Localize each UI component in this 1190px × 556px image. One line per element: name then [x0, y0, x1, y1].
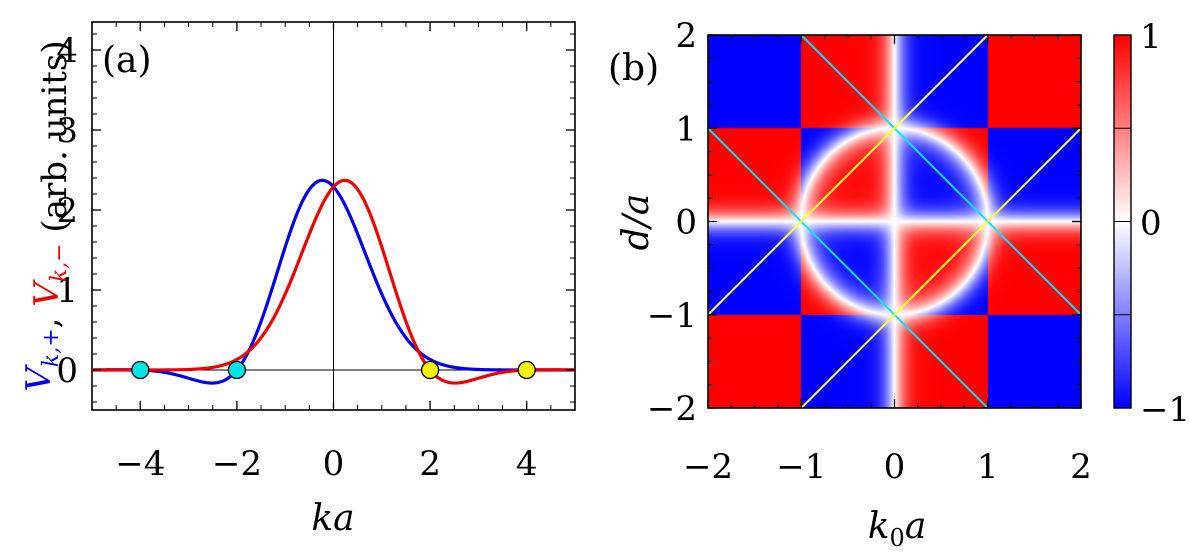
marker-point-2: [420, 360, 440, 380]
panel-a-ytick-label: 4: [56, 31, 78, 71]
panel-a-ytick-label: 3: [56, 111, 78, 151]
colorbar-tick-label: 0: [1140, 204, 1162, 244]
panel-a-xtick-label: −4: [115, 444, 165, 484]
panel-b-line-1-0: [800, 127, 1082, 409]
panel-a-zero-lines: [92, 22, 575, 410]
panel-b-xtick-label: −1: [776, 447, 826, 487]
colorbar-ticks: −1 0 1: [1114, 17, 1190, 430]
panel-b-line-1-1: [707, 34, 989, 316]
panel-a-xtick-label: 2: [419, 444, 441, 484]
series-line-minus: [92, 178, 575, 385]
marker-point-1: [227, 360, 247, 380]
panel-a-markers: [131, 360, 536, 380]
panel-a-ylabel-part: ,: [27, 307, 67, 329]
panel-a-xtick-label: −2: [212, 444, 262, 484]
panel-a-ticks: −4 −2 0 2 4 0 1 2 3 4: [56, 22, 576, 484]
panel-a-xtick-label: 4: [516, 444, 538, 484]
panel-b-ytick-label: 0: [675, 203, 697, 243]
panel-a-xtick-label: 0: [323, 444, 345, 484]
colorbar-tick-label: −1: [1140, 390, 1190, 430]
panel-a-xlabel: ka: [311, 498, 354, 539]
panel-a-label: (a): [102, 40, 152, 81]
panel-a-ytick-label: 0: [56, 351, 78, 391]
panel-b-lines: [707, 34, 1082, 409]
panel-a-ytick-label: 1: [56, 271, 78, 311]
panel-b-xtick-label: −2: [683, 447, 733, 487]
panel-b-ytick-label: −1: [647, 296, 697, 336]
panel-a-ylabel-part: (arb. units): [35, 40, 75, 243]
panel-a-ytick-label: 2: [56, 191, 78, 231]
panel-b-ytick-label: 2: [675, 16, 697, 56]
colorbar-tick-label: 1: [1140, 17, 1162, 57]
panel-b-line-0-0: [707, 127, 989, 409]
panel-b-xlabel: k0a: [868, 506, 927, 552]
panel-b-line-0-1: [800, 34, 1082, 316]
panel-a-ylabel-part: V: [27, 279, 67, 307]
panel-a-ylabel-sub: k,−: [47, 243, 72, 282]
marker-point-3: [517, 360, 536, 380]
panel-a: −4 −2 0 2 4 0 1 2 3 4 (a) ka Vk,+, Vk,− (arb. uni…: [19, 21, 576, 539]
panel-a-ylabel-part: V: [19, 364, 59, 392]
panel-a-ylabel-sub: k,+: [39, 328, 64, 367]
marker-point-0: [131, 360, 150, 380]
panel-b-heatmap: [708, 35, 1081, 408]
panel-b-ytick-label: 1: [675, 109, 697, 149]
panel-b-label: (b): [608, 48, 659, 89]
panel-b-xtick-label: 2: [1070, 447, 1092, 487]
panel-b: −2 −1 0 1 2 −2 −1 0 1 2 (b) k0a d/a −1 0 1: [608, 16, 1190, 552]
panel-a-ylabel: Vk,+, Vk,− (arb. units): [19, 40, 75, 391]
panel-b-xtick-label: 0: [884, 447, 906, 487]
panel-b-ytick-label: −2: [647, 389, 697, 429]
panel-b-ticks: −2 −1 0 1 2 −2 −1 0 1 2: [647, 16, 1092, 487]
panel-b-xtick-label: 1: [977, 447, 999, 487]
panel-a-curves: [92, 178, 575, 385]
panel-b-ylabel: d/a: [616, 194, 657, 251]
